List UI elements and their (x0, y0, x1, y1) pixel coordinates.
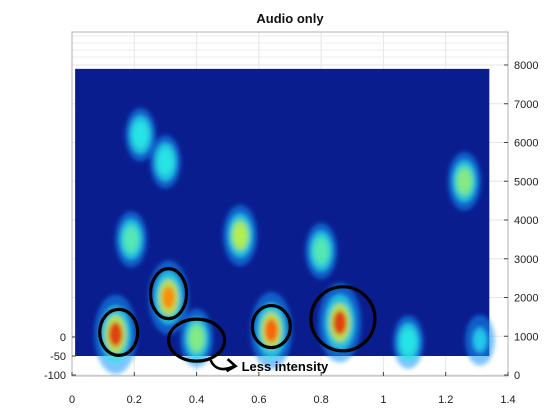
annotation-circle (166, 317, 227, 363)
y-left-tick-label: -100 (44, 370, 66, 382)
x-tick-label: 1.4 (500, 394, 515, 406)
annotations: Less intensity (98, 267, 377, 374)
annotation-circle (309, 285, 377, 353)
y-right-tick-label: 6000 (514, 138, 538, 150)
annotation-circle (250, 303, 292, 350)
y-axis-left: 0 -50 -100 (44, 332, 76, 382)
y-right-tick-label: 7000 (514, 99, 538, 111)
spectrogram-image (75, 68, 495, 375)
x-tick-label: 0.2 (127, 394, 142, 406)
spectral-energy-band (264, 318, 279, 343)
spectral-energy-band (458, 171, 471, 191)
chart-title: Audio only (256, 11, 324, 26)
spectral-energy-band (108, 322, 123, 347)
y-right-tick-label: 1000 (514, 331, 538, 343)
y-right-tick-label: 8000 (514, 60, 538, 72)
y-right-tick-label: 0 (514, 370, 520, 382)
x-tick-label: 0.4 (189, 394, 204, 406)
annotation-label: Less intensity (242, 359, 329, 374)
spectrogram-energy (94, 108, 495, 375)
x-tick-label: 0 (69, 394, 75, 406)
spectral-energy-band (474, 331, 486, 349)
y-right-tick-label: 3000 (514, 254, 538, 266)
annotation-circle (98, 307, 140, 357)
spectral-energy-band (125, 230, 137, 249)
x-tick-label: 0.6 (251, 394, 266, 406)
y-right-tick-label: 2000 (514, 293, 538, 305)
y-right-tick-label: 5000 (514, 176, 538, 188)
annotation-circle (148, 267, 189, 321)
y-axis-right: 0 1000 2000 3000 4000 5000 6000 7000 8000 (504, 60, 538, 382)
spectral-energy-band (234, 225, 246, 246)
x-tick-label: 1.2 (438, 394, 453, 406)
plot-frame (71, 31, 509, 377)
x-tick-label: 1 (380, 394, 386, 406)
spectral-energy-band (402, 333, 414, 351)
y-left-tick-label: 0 (60, 332, 66, 344)
spectral-energy-band (160, 152, 171, 171)
y-right-tick-label: 4000 (514, 215, 538, 227)
spectral-energy-band (332, 310, 347, 335)
spectral-energy-band (161, 285, 176, 310)
x-tick-label: 0.8 (313, 394, 328, 406)
spectral-energy-band (190, 328, 203, 348)
y-left-tick-label: -50 (50, 351, 66, 363)
spectral-energy-band (315, 241, 327, 261)
x-axis: 0 0.2 0.4 0.6 0.8 1 1.2 1.4 (69, 372, 516, 406)
annotation-arrowhead (225, 358, 238, 373)
spectral-energy-band (135, 125, 146, 144)
